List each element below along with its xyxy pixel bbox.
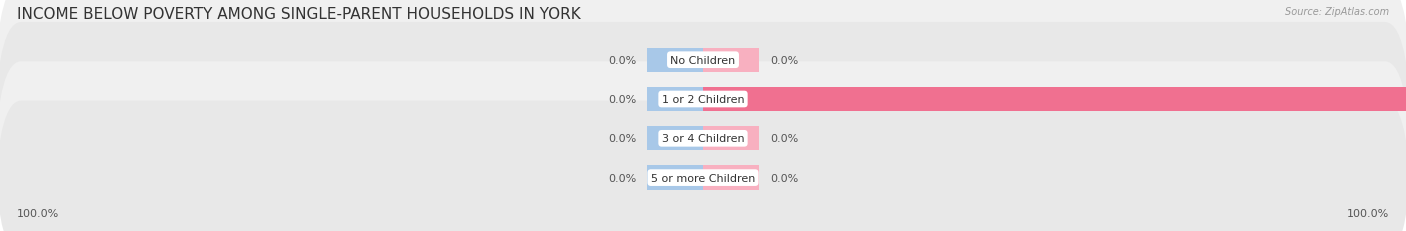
Bar bbox=[703, 166, 759, 190]
Text: No Children: No Children bbox=[671, 55, 735, 65]
Text: Source: ZipAtlas.com: Source: ZipAtlas.com bbox=[1285, 7, 1389, 17]
Text: 0.0%: 0.0% bbox=[770, 134, 799, 144]
Bar bbox=[647, 88, 703, 112]
Bar bbox=[703, 127, 759, 151]
FancyBboxPatch shape bbox=[0, 59, 1406, 219]
Text: 3 or 4 Children: 3 or 4 Children bbox=[662, 134, 744, 144]
Text: 100.0%: 100.0% bbox=[17, 208, 59, 218]
Bar bbox=[703, 48, 759, 73]
Text: 100.0%: 100.0% bbox=[1347, 208, 1389, 218]
FancyBboxPatch shape bbox=[0, 0, 1406, 140]
Text: 0.0%: 0.0% bbox=[607, 173, 637, 183]
Text: 0.0%: 0.0% bbox=[607, 55, 637, 65]
Bar bbox=[647, 127, 703, 151]
FancyBboxPatch shape bbox=[0, 20, 1406, 179]
Text: 1 or 2 Children: 1 or 2 Children bbox=[662, 95, 744, 105]
Bar bbox=[647, 48, 703, 73]
Bar bbox=[703, 88, 1406, 112]
Text: 0.0%: 0.0% bbox=[607, 95, 637, 105]
Text: INCOME BELOW POVERTY AMONG SINGLE-PARENT HOUSEHOLDS IN YORK: INCOME BELOW POVERTY AMONG SINGLE-PARENT… bbox=[17, 7, 581, 22]
Text: 0.0%: 0.0% bbox=[770, 173, 799, 183]
Text: 0.0%: 0.0% bbox=[770, 55, 799, 65]
Bar bbox=[647, 166, 703, 190]
Text: 5 or more Children: 5 or more Children bbox=[651, 173, 755, 183]
FancyBboxPatch shape bbox=[0, 98, 1406, 231]
Text: 0.0%: 0.0% bbox=[607, 134, 637, 144]
